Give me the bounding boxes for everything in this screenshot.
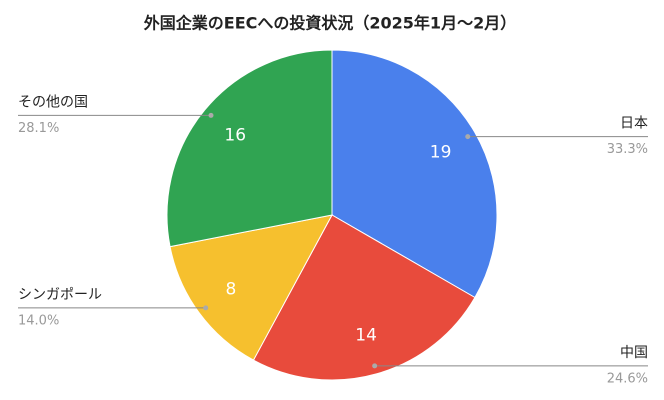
percent-label: 33.3% bbox=[607, 142, 648, 157]
callout-dot bbox=[372, 363, 378, 369]
percent-label: 14.0% bbox=[18, 313, 59, 328]
data-label: 8 bbox=[226, 279, 237, 299]
chart-title: 外国企業のEECへの投資状況（2025年1月〜2月） bbox=[143, 14, 516, 33]
pie-slice bbox=[166, 49, 333, 248]
legend-label: その他の国 bbox=[18, 94, 88, 110]
callout-dot bbox=[465, 134, 471, 140]
legend-label: 日本 bbox=[620, 116, 648, 132]
legend-label: シンガポール bbox=[18, 287, 102, 303]
pie-slice bbox=[169, 214, 333, 361]
percent-label: 24.6% bbox=[607, 371, 648, 386]
data-label: 19 bbox=[430, 142, 452, 162]
callout-dot bbox=[208, 112, 214, 118]
percent-label: 28.1% bbox=[18, 121, 59, 136]
callout-dot bbox=[203, 305, 209, 311]
legend-label: 中国 bbox=[620, 345, 648, 361]
pie-slice bbox=[252, 214, 476, 381]
pie-slice bbox=[331, 49, 498, 299]
data-label: 14 bbox=[355, 326, 377, 346]
data-label: 16 bbox=[224, 125, 246, 145]
